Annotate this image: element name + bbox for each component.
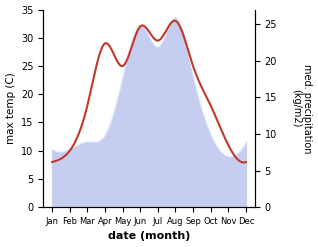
Y-axis label: med. precipitation
(kg/m2): med. precipitation (kg/m2)	[291, 64, 313, 153]
X-axis label: date (month): date (month)	[108, 231, 190, 242]
Y-axis label: max temp (C): max temp (C)	[5, 72, 16, 144]
